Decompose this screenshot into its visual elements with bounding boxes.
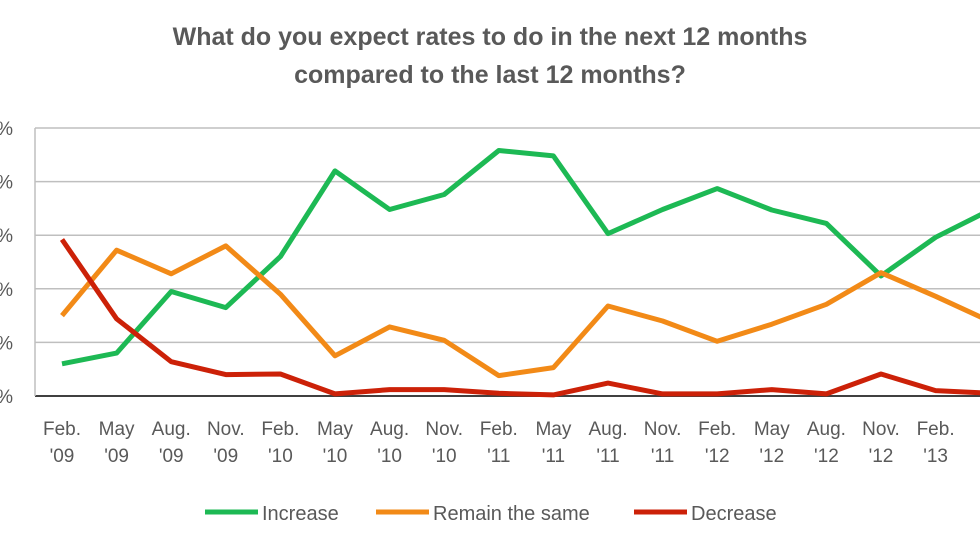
line-chart: What do you expect rates to do in the ne… <box>0 0 980 552</box>
x-tick-label-year: '11 <box>596 446 619 467</box>
x-tick-label-month: May <box>535 419 571 440</box>
x-tick-label-year: '09 <box>159 446 184 467</box>
x-tick-label-year: '12 <box>705 446 730 467</box>
x-tick-label-month: Feb. <box>917 419 955 440</box>
x-tick-label-month: May <box>99 419 135 440</box>
legend-label: Decrease <box>691 503 777 525</box>
series-lines <box>62 151 980 395</box>
legend-label: Remain the same <box>433 503 590 525</box>
x-tick-label-month: Feb. <box>698 419 736 440</box>
x-tick-label-year: '10 <box>323 446 348 467</box>
chart-title-line-2: compared to the last 12 months? <box>294 61 686 89</box>
y-tick-label: % <box>0 333 13 354</box>
x-tick-label-month: Aug. <box>807 419 846 440</box>
gridlines <box>35 128 980 396</box>
y-tick-label: % <box>0 173 13 194</box>
chart-title-line-1: What do you expect rates to do in the ne… <box>173 23 808 51</box>
x-tick-label-month: Nov. <box>207 419 245 440</box>
x-tick-label-year: '10 <box>432 446 457 467</box>
legend-label: Increase <box>262 503 339 525</box>
x-axis-tick-labels: Feb. '09 May '09 Aug. '09 Nov. '09 Feb. '10 May '10… <box>43 419 955 467</box>
x-tick-label-month: Feb. <box>43 419 81 440</box>
x-tick-label-month: Aug. <box>370 419 409 440</box>
x-tick-label-year: '11 <box>651 446 674 467</box>
y-tick-label: % <box>0 119 13 140</box>
x-tick-label-year: '12 <box>814 446 839 467</box>
chart-title: What do you expect rates to do in the ne… <box>173 23 808 89</box>
x-tick-label-month: Feb. <box>480 419 518 440</box>
x-tick-label-month: Aug. <box>588 419 627 440</box>
x-tick-label-year: '11 <box>487 446 510 467</box>
x-tick-label-month: Nov. <box>425 419 463 440</box>
series-line-remain-the-same <box>62 246 980 376</box>
x-tick-label-year: '13 <box>923 446 948 467</box>
x-tick-label-year: '12 <box>759 446 784 467</box>
y-tick-label: % <box>0 387 13 408</box>
y-tick-label: % <box>0 280 13 301</box>
x-tick-label-month: Nov. <box>644 419 682 440</box>
x-tick-label-month: Nov. <box>862 419 900 440</box>
x-tick-label-year: '09 <box>213 446 238 467</box>
x-tick-label-year: '11 <box>542 446 565 467</box>
legend: Increase Remain the same Decrease <box>205 503 777 525</box>
x-tick-label-month: Aug. <box>152 419 191 440</box>
x-tick-label-year: '10 <box>377 446 402 467</box>
y-tick-label: % <box>0 226 13 247</box>
x-tick-label-month: Feb. <box>261 419 299 440</box>
x-tick-label-year: '12 <box>869 446 894 467</box>
x-tick-label-year: '10 <box>268 446 293 467</box>
y-axis-tick-labels: %%%%%% <box>0 119 13 408</box>
x-tick-label-month: May <box>754 419 790 440</box>
x-tick-label-month: May <box>317 419 353 440</box>
x-tick-label-year: '09 <box>50 446 75 467</box>
x-tick-label-year: '09 <box>104 446 129 467</box>
